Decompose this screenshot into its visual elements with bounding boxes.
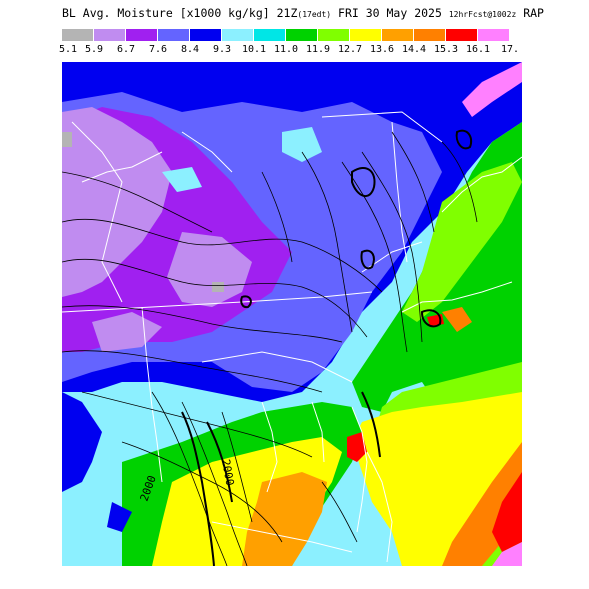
field-lavender-3	[92, 312, 162, 352]
field-orange-ne	[442, 307, 472, 332]
field-gray-2	[212, 282, 224, 292]
map-title: BL Avg. Moisture [x1000 kg/kg] 21Z(17edt…	[62, 6, 582, 22]
field-cyan-pocket-2	[162, 167, 202, 192]
field-pink-ne	[462, 62, 522, 117]
legend-label: 10.1	[241, 44, 267, 55]
field-red-se	[492, 472, 522, 552]
legend-label: 9.3	[212, 44, 232, 55]
legend-label: 8.4	[180, 44, 200, 55]
field-lightgreen-coast	[402, 162, 522, 322]
legend-swatch	[254, 29, 286, 41]
field-blue-west-2	[107, 502, 132, 532]
field-orange-south	[242, 472, 327, 566]
legend-swatch	[158, 29, 190, 41]
field-yellow-se	[352, 392, 522, 566]
contour-label-2: 2000	[219, 458, 236, 486]
thick-contours	[181, 129, 473, 566]
legend-label: 5.1	[58, 44, 78, 55]
legend-label: 6.7	[116, 44, 136, 55]
field-blue-west	[62, 392, 102, 492]
field-pink-corner	[492, 542, 522, 566]
legend-label: 13.6	[369, 44, 395, 55]
contour-lines	[62, 131, 478, 566]
legend-swatch	[414, 29, 446, 41]
legend-swatch	[94, 29, 126, 41]
legend-swatch	[446, 29, 478, 41]
color-legend-bar	[62, 29, 510, 41]
legend-swatch	[62, 29, 94, 41]
legend-swatch	[478, 29, 510, 41]
title-model: RAP	[516, 6, 544, 20]
legend-label: 11.0	[273, 44, 299, 55]
moisture-map: 2000 2000	[62, 62, 522, 566]
legend-label: 15.3	[433, 44, 459, 55]
legend-label: 14.4	[401, 44, 427, 55]
legend-label: 12.7	[337, 44, 363, 55]
field-gray-1	[62, 132, 72, 147]
field-cyan-pocket-1	[282, 127, 322, 162]
legend-swatch	[190, 29, 222, 41]
title-main: BL Avg. Moisture [x1000 kg/kg] 21Z	[62, 6, 298, 20]
color-legend-labels: 5.1 5.9 6.7 7.6 8.4 9.3 10.1 11.0 11.9 12.7 13.6 14…	[58, 44, 589, 56]
title-init-time: (17edt)	[297, 10, 332, 19]
legend-swatch	[222, 29, 254, 41]
title-date: FRI 30 May 2025	[331, 6, 449, 20]
legend-swatch	[350, 29, 382, 41]
legend-label: 16.1	[465, 44, 491, 55]
title-forecast: 12hrFcst@1002z	[448, 10, 517, 19]
legend-label: 7.6	[148, 44, 168, 55]
legend-swatch	[286, 29, 318, 41]
legend-label: 5.9	[84, 44, 104, 55]
legend-swatch	[382, 29, 414, 41]
legend-label: 11.9	[305, 44, 331, 55]
field-red-south	[347, 432, 367, 462]
field-lavender-2	[167, 232, 252, 307]
legend-swatch	[126, 29, 158, 41]
legend-label: 17.	[500, 44, 520, 55]
legend-swatch	[318, 29, 350, 41]
